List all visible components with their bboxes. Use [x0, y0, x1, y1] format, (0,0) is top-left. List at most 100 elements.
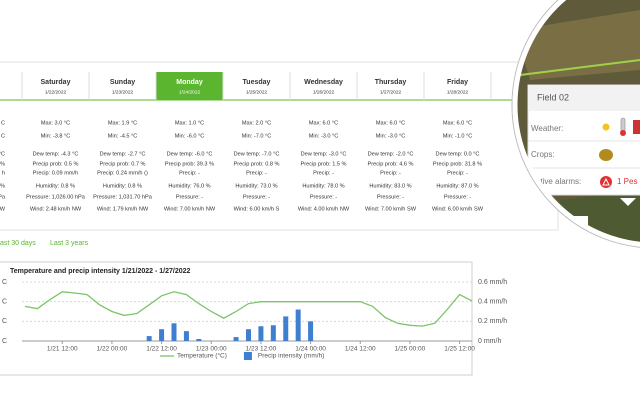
y-tick-label: C — [2, 299, 7, 306]
cell: % — [0, 183, 5, 189]
cell: Dew temp: -7.0 °C — [234, 151, 280, 157]
legend-label: Temperature (°C) — [177, 352, 227, 360]
cell: Wind: 7.00 km/h NW — [164, 206, 216, 212]
day-name[interactable]: Thursday — [375, 79, 407, 86]
cell: Wind: 4.00 km/h NW — [298, 206, 350, 212]
cell: Precip: 0.24 mm/h () — [97, 170, 148, 176]
cell: % — [0, 161, 5, 167]
y2-tick-label: 0.6 mm/h — [478, 279, 507, 286]
bar — [295, 309, 301, 341]
alarm-text: 1 Pes — [617, 177, 637, 186]
cell: Humidity: 73.0 % — [235, 183, 277, 189]
cell: Max: 6.0 °C — [376, 120, 405, 126]
cell: Precip prob: 39.3 % — [165, 161, 214, 167]
row-label: Crops: — [531, 150, 555, 159]
bar — [233, 337, 239, 341]
down-arrow — [542, 231, 548, 236]
cell: Precip: - — [246, 170, 267, 176]
bar — [183, 331, 189, 341]
cell: Dew temp: -6.0 °C — [167, 151, 213, 157]
cell: Dew temp: -3.0 °C — [301, 151, 347, 157]
cell: Precip: - — [380, 170, 401, 176]
bar — [270, 325, 276, 341]
cell: Min: -3.8 °C — [41, 133, 71, 139]
day-date: 1/22/2022 — [45, 89, 67, 95]
cell: Pressure: - — [310, 194, 337, 200]
x-tick-label: 1/21 12:00 — [47, 346, 78, 353]
cell: Wind: 7.00 km/h SW — [365, 206, 417, 212]
cell: Dew temp: 0.0 °C — [436, 151, 480, 157]
bar — [196, 339, 202, 341]
field-border — [519, 59, 640, 76]
day-date: 1/23/2022 — [112, 89, 134, 95]
cell: Min: -4.5 °C — [108, 133, 138, 139]
bar — [308, 321, 314, 341]
cell: Max: 3.0 °C — [41, 120, 70, 126]
day-name[interactable]: Friday — [447, 79, 468, 86]
day-name[interactable]: Sunday — [110, 79, 135, 86]
cell: Precip prob: 0.5 % — [32, 161, 78, 167]
link[interactable]: Last 3 years — [50, 240, 89, 247]
cell: Max: 6.0 °C — [443, 120, 472, 126]
cell: Pressure: - — [444, 194, 471, 200]
cell: 2 °C — [0, 151, 5, 157]
day-date: 1/27/2022 — [380, 89, 402, 95]
y2-tick-label: 0 mm/h — [478, 338, 501, 345]
cell: h — [2, 170, 5, 176]
cell: Wind: 6.00 km/h SW — [432, 206, 484, 212]
day-name[interactable]: Monday — [176, 79, 203, 86]
cell: Max: 1.0 °C — [175, 120, 204, 126]
y2-tick-label: 0.4 mm/h — [478, 299, 507, 306]
cell: Dew temp: -2.7 °C — [100, 151, 146, 157]
y-tick-label: C — [2, 279, 7, 286]
bar — [258, 326, 264, 341]
legend-label: Precip intensity (mm/h) — [258, 353, 324, 360]
cell: Humidity: 0.8 % — [36, 183, 75, 189]
y2-tick-label: 0.2 mm/h — [478, 318, 507, 325]
cell: Humidity: 0.8 % — [103, 183, 142, 189]
cell: Humidity: 83.0 % — [369, 183, 411, 189]
cell: Humidity: 78.0 % — [302, 183, 344, 189]
day-date: 1/28/2022 — [447, 89, 469, 95]
bar — [283, 316, 289, 341]
cell: Precip: - — [313, 170, 334, 176]
x-tick-label: 1/23 00:00 — [196, 346, 227, 353]
day-name[interactable]: Tuesday — [243, 79, 271, 86]
line — [24, 291, 473, 327]
sun-icon — [602, 123, 610, 131]
cell: Dew temp: -4.3 °C — [33, 151, 79, 157]
cell: 70 hPa — [0, 194, 6, 200]
cell: Humidity: 76.0 % — [168, 183, 210, 189]
forecast-table: C C 2 °C% h% 70 hPa W Saturday 1/22/2022 Max: 3.… — [0, 72, 560, 212]
bar — [146, 336, 152, 341]
cell: Min: -1.0 °C — [443, 133, 473, 139]
cell: Precip prob: 0.8 % — [233, 161, 279, 167]
day-name[interactable]: Wednesday — [304, 79, 343, 86]
x-tick-label: 1/25 12:00 — [444, 346, 475, 353]
cell: Min: -3.0 °C — [376, 133, 406, 139]
cell: Precip: 0.09 mm/h — [33, 170, 78, 176]
alarm-icon — [600, 176, 612, 188]
link[interactable]: ast 30 days — [0, 240, 36, 247]
x-tick-label: 1/25 00:00 — [395, 346, 426, 353]
cell: Pressure: - — [176, 194, 203, 200]
cell: Min: -6.0 °C — [175, 133, 205, 139]
chart: C C C C 0 mm/h 0.2 mm/h 0.4 mm/h 0.6 mm/h 1/21 1… — [2, 279, 507, 360]
cell: Wind: 2.48 km/h NW — [30, 206, 82, 212]
bar — [159, 329, 165, 341]
cell: Precip prob: 4.6 % — [367, 161, 413, 167]
y-tick-label: C — [2, 338, 7, 345]
row-label: Active alarms: — [531, 177, 581, 186]
x-tick-label: 1/23 12:00 — [246, 346, 277, 353]
chart-title: Temperature and precip intensity 1/21/20… — [10, 268, 191, 275]
alarm-glyph — [602, 177, 610, 186]
weather-icon — [633, 120, 640, 134]
thermometer-bulb — [620, 130, 626, 136]
x-tick-label: 1/22 12:00 — [146, 346, 177, 353]
bar — [246, 329, 251, 341]
cell: Pressure: 1,026.00 hPa — [26, 194, 86, 200]
lens-rim — [512, 0, 640, 247]
day-name[interactable]: Saturday — [41, 79, 71, 86]
cell: Pressure: - — [243, 194, 270, 200]
cell: Max: 1.9 °C — [108, 120, 137, 126]
